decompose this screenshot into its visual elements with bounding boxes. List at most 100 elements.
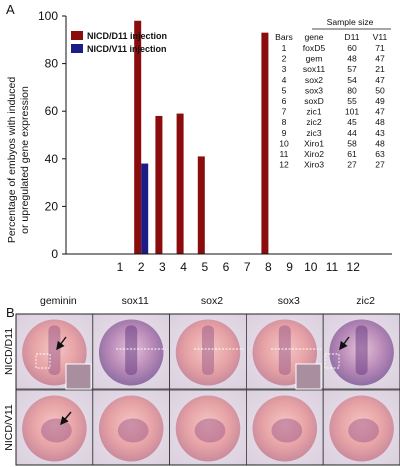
inset-region-marker: [35, 353, 51, 369]
x-tick-label: 7: [244, 260, 251, 274]
table-cell: 63: [375, 149, 385, 159]
embryo-tile: [322, 313, 400, 390]
pointer-arrow: [339, 336, 350, 351]
y-tick-label: 100: [38, 9, 58, 23]
table-cell: 9: [282, 128, 287, 138]
stained-region: [194, 418, 226, 443]
y-tick-label: 60: [45, 104, 59, 118]
x-tick-label: 6: [223, 260, 230, 274]
table-cell: 47: [375, 54, 385, 64]
bar-v11-2: [141, 163, 149, 254]
table-cell: 55: [347, 96, 357, 106]
x-tick-label: 9: [286, 260, 293, 274]
table-cell: 5: [282, 85, 287, 95]
legend-label-v11: NICD/V11 injection: [87, 44, 167, 54]
table-cell: 1: [282, 43, 287, 53]
table-cell: Xiro2: [304, 149, 324, 159]
embryo-tile: [245, 389, 324, 466]
embryo-tile: [169, 313, 247, 390]
table-header-bars: Bars: [275, 32, 293, 42]
y-axis-label-line-1: Percentage of embyos with induced: [6, 77, 18, 244]
magnified-inset: [65, 363, 92, 390]
table-cell: 80: [347, 85, 357, 95]
x-tick-label: 12: [347, 260, 361, 274]
x-tick-label: 8: [265, 260, 272, 274]
stained-region: [41, 418, 72, 443]
table-header-d11: D11: [344, 32, 359, 42]
table-cell: 58: [347, 138, 357, 148]
table-cell: 21: [375, 64, 385, 74]
embryo-tile: [169, 389, 247, 466]
image-grid: geminin sox11 sox2 sox3 zic2 NICD/D11 NICD/V1…: [3, 295, 400, 466]
table-cell: sox2: [305, 75, 323, 85]
stained-neural-plate: [125, 325, 138, 375]
table-header-gene: gene: [304, 32, 323, 42]
x-tick-label: 2: [138, 260, 145, 274]
table-cell: 4: [282, 75, 287, 85]
embryo-tiles: [15, 313, 400, 466]
embryo-tile: [92, 389, 171, 466]
bar-d11-5: [197, 156, 205, 254]
x-tick-label: 4: [180, 260, 187, 274]
table-cell: 43: [375, 128, 385, 138]
table-cell: 48: [375, 138, 385, 148]
embryo-tile: [322, 389, 400, 466]
legend-swatch-d11: [71, 31, 83, 40]
x-tick-label: 3: [159, 260, 166, 274]
row-label: NICD/V11: [3, 404, 15, 451]
magnified-inset: [295, 363, 322, 390]
embryo-image: [252, 395, 318, 462]
embryo-image: [98, 395, 164, 462]
stained-neural-plate: [202, 325, 214, 375]
table-cell: 57: [347, 64, 357, 74]
grid-border: [15, 313, 400, 466]
column-label: sox11: [122, 295, 149, 307]
table-cell: 101: [345, 107, 360, 117]
bar-d11-4: [176, 113, 184, 254]
table-cell: 44: [347, 128, 357, 138]
table-cell: soxD: [304, 96, 324, 106]
stained-neural-plate: [278, 325, 291, 375]
table-rows: 1 foxD5 60 712 gem 48 473 sox11 57 214 sox2 54 475 so…: [279, 43, 385, 170]
x-tick-label: 11: [326, 260, 339, 274]
table-cell: gem: [306, 54, 323, 64]
bar-d11-2: [134, 20, 142, 255]
table-cell: 54: [347, 75, 357, 85]
sample-size-table: Sample size Bars gene D11 V11 1 foxD5 60 71…: [275, 17, 391, 170]
bar-chart: Percentage of embyos with induced or upr…: [6, 9, 392, 274]
table-cell: zic2: [306, 117, 322, 127]
column-label: geminin: [40, 295, 77, 307]
pointer-arrow: [60, 411, 72, 426]
panel-a-label: A: [6, 2, 15, 17]
sample-size-title: Sample size: [327, 17, 374, 27]
column-label: sox2: [201, 295, 223, 307]
table-cell: 6: [282, 96, 287, 106]
table-cell: 27: [375, 160, 385, 170]
table-cell: 50: [375, 85, 385, 95]
bars: [134, 20, 269, 255]
bar-d11-8: [261, 32, 269, 254]
table-cell: 45: [347, 117, 357, 127]
x-tick-label: 10: [304, 260, 318, 274]
table-cell: 60: [347, 43, 357, 53]
legend: NICD/D11 injection NICD/V11 injection: [71, 31, 167, 54]
x-tick-label: 1: [117, 260, 124, 274]
y-tick-label: 80: [45, 57, 59, 71]
table-cell: 2: [282, 54, 287, 64]
table-cell: sox3: [305, 85, 323, 95]
bar-d11-3: [155, 115, 163, 255]
embryo-image: [329, 395, 394, 462]
stained-region: [117, 418, 149, 443]
table-cell: 27: [347, 160, 357, 170]
table-cell: 61: [347, 149, 357, 159]
table-cell: sox11: [303, 64, 326, 74]
stained-region: [348, 418, 379, 443]
table-cell: 11: [280, 149, 289, 159]
inset-region-marker: [324, 353, 340, 369]
stained-neural-plate: [355, 325, 368, 375]
table-cell: zic1: [306, 107, 322, 117]
table-cell: 48: [347, 54, 357, 64]
column-label: zic2: [356, 295, 375, 307]
